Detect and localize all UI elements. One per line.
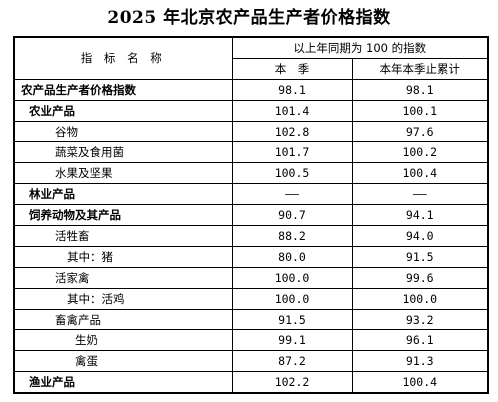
row-name: 禽蛋 [13, 350, 233, 373]
row-name: 蔬菜及食用菌 [13, 141, 233, 164]
row-current-value: 100.0 [231, 287, 353, 310]
row-name: 活家禽 [13, 266, 233, 289]
row-cumulative-value: 100.1 [351, 99, 489, 122]
table-row: 生奶 99.1 96.1 [13, 329, 489, 352]
row-current-value: 99.1 [231, 329, 353, 352]
row-cumulative-value: 97.6 [351, 120, 489, 143]
table-row: 蔬菜及食用菌 101.7 100.2 [13, 141, 489, 164]
row-cumulative-value: 100.2 [351, 141, 489, 164]
row-current-value: 100.0 [231, 266, 353, 289]
row-cumulative-value: 91.5 [351, 245, 489, 268]
row-current-value: 98.1 [231, 78, 353, 101]
cumulative-header: 本年本季止累计 [351, 57, 489, 80]
table-row: 水果及坚果 100.5 100.4 [13, 162, 489, 185]
table-row: 畜禽产品 91.5 93.2 [13, 308, 489, 331]
row-current-value: 87.2 [231, 350, 353, 373]
row-cumulative-value: 93.2 [351, 308, 489, 331]
page-title: 2025 年北京农产品生产者价格指数 [107, 8, 391, 28]
price-index-table: 指 标 名 称 以上年同期为 100 的指数 本 季 本年本季止累计 农产品生产… [13, 36, 490, 395]
current-quarter-header: 本 季 [231, 57, 353, 80]
indicator-header: 指 标 名 称 [13, 36, 233, 80]
row-name: 活牲畜 [13, 225, 233, 247]
row-cumulative-value: 100.4 [351, 371, 489, 394]
row-name: 畜禽产品 [13, 308, 233, 331]
row-current-value: 100.5 [231, 162, 353, 185]
table-row: 活家禽 100.0 99.6 [13, 266, 489, 289]
row-name: 渔业产品 [13, 371, 233, 394]
row-current-value: 88.2 [231, 225, 353, 247]
row-current-value: 80.0 [231, 245, 353, 268]
row-name: 水果及坚果 [13, 162, 233, 185]
row-cumulative-value: 94.1 [351, 204, 489, 227]
row-cumulative-value: —— [351, 183, 489, 206]
table-row: 农产品生产者价格指数 98.1 98.1 [13, 78, 489, 101]
row-name: 林业产品 [13, 183, 233, 206]
row-current-value: 90.7 [231, 204, 353, 227]
row-cumulative-value: 100.4 [351, 162, 489, 185]
row-name: 谷物 [13, 120, 233, 143]
table-row: 活牲畜 88.2 94.0 [13, 225, 489, 247]
row-current-value: 101.7 [231, 141, 353, 164]
row-name: 其中：猪 [13, 245, 233, 268]
row-cumulative-value: 100.0 [351, 287, 489, 310]
row-current-value: 102.8 [231, 120, 353, 143]
row-current-value: —— [231, 183, 353, 206]
row-cumulative-value: 96.1 [351, 329, 489, 352]
row-cumulative-value: 91.3 [351, 350, 489, 373]
table-row: 禽蛋 87.2 91.3 [13, 350, 489, 373]
index-group-header: 以上年同期为 100 的指数 [231, 36, 489, 59]
table-row: 农业产品 101.4 100.1 [13, 99, 489, 122]
row-current-value: 102.2 [231, 371, 353, 394]
row-name: 饲养动物及其产品 [13, 204, 233, 227]
row-cumulative-value: 98.1 [351, 78, 489, 101]
row-name: 其中：活鸡 [13, 287, 233, 310]
row-name: 农产品生产者价格指数 [13, 78, 233, 101]
row-cumulative-value: 94.0 [351, 225, 489, 247]
row-current-value: 101.4 [231, 99, 353, 122]
table-row: 其中：活鸡 100.0 100.0 [13, 287, 489, 310]
table-row: 林业产品 —— —— [13, 183, 489, 206]
table-row: 其中：猪 80.0 91.5 [13, 245, 489, 268]
row-current-value: 91.5 [231, 308, 353, 331]
row-name: 生奶 [13, 329, 233, 352]
row-cumulative-value: 99.6 [351, 266, 489, 289]
row-name: 农业产品 [13, 99, 233, 122]
table-row: 饲养动物及其产品 90.7 94.1 [13, 204, 489, 227]
table-row: 谷物 102.8 97.6 [13, 120, 489, 143]
table-row: 渔业产品 102.2 100.4 [13, 371, 489, 394]
